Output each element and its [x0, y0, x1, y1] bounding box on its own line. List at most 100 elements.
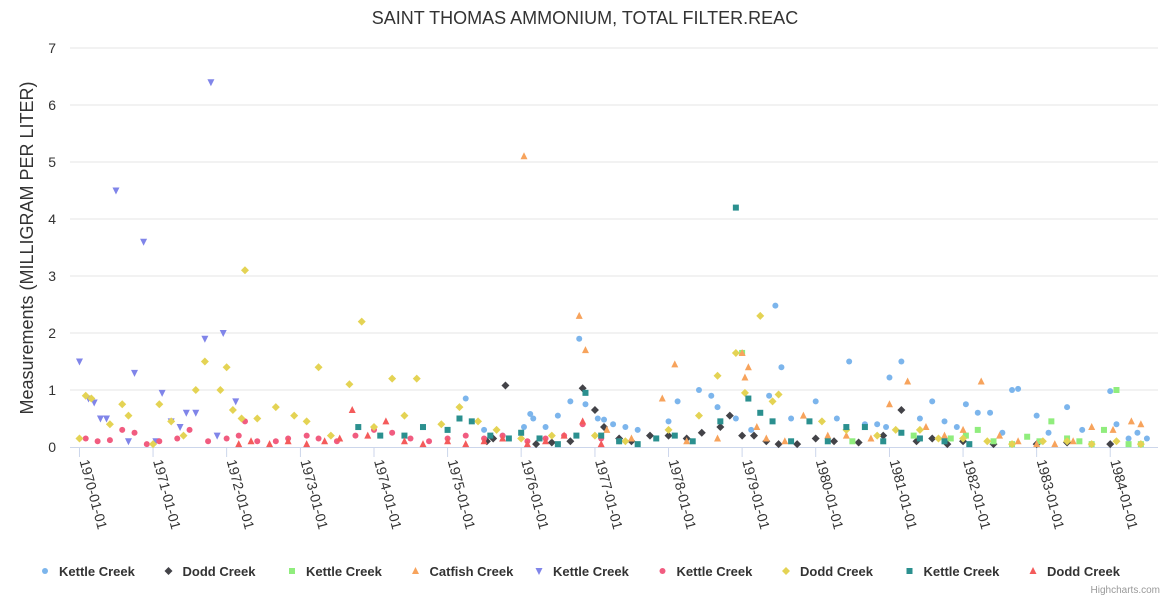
data-point[interactable]	[653, 435, 660, 442]
data-point[interactable]	[382, 417, 390, 425]
data-point[interactable]	[216, 386, 225, 394]
data-point[interactable]	[1112, 437, 1121, 446]
data-point[interactable]	[1038, 437, 1047, 446]
data-point[interactable]	[806, 418, 813, 425]
data-point[interactable]	[601, 416, 608, 423]
data-point[interactable]	[444, 426, 451, 433]
data-point[interactable]	[505, 435, 512, 442]
data-point[interactable]	[1137, 420, 1145, 428]
data-point[interactable]	[708, 392, 715, 399]
data-point[interactable]	[302, 417, 311, 426]
data-point[interactable]	[867, 434, 875, 442]
data-point[interactable]	[658, 394, 666, 402]
data-point[interactable]	[1014, 437, 1022, 445]
data-point[interactable]	[131, 369, 139, 377]
data-point[interactable]	[266, 440, 274, 448]
data-point[interactable]	[303, 440, 311, 448]
data-point[interactable]	[590, 405, 599, 414]
data-point[interactable]	[419, 440, 427, 448]
data-point[interactable]	[842, 431, 850, 439]
data-point[interactable]	[566, 437, 575, 446]
data-point[interactable]	[725, 411, 734, 420]
legend-item[interactable]: Dodd Creek	[782, 564, 874, 579]
data-point[interactable]	[240, 266, 249, 275]
data-point[interactable]	[833, 415, 840, 422]
data-point[interactable]	[1106, 440, 1115, 449]
data-point[interactable]	[897, 405, 906, 414]
data-point[interactable]	[284, 437, 292, 445]
data-point[interactable]	[575, 311, 583, 319]
data-point[interactable]	[824, 438, 831, 445]
data-point[interactable]	[695, 387, 702, 393]
data-point[interactable]	[1051, 440, 1059, 448]
data-point[interactable]	[778, 364, 785, 371]
data-point[interactable]	[714, 434, 722, 442]
data-point[interactable]	[176, 424, 184, 432]
data-point[interactable]	[401, 432, 408, 439]
data-point[interactable]	[772, 302, 779, 309]
data-point[interactable]	[683, 437, 691, 445]
data-point[interactable]	[271, 403, 280, 412]
data-point[interactable]	[186, 426, 193, 433]
data-point[interactable]	[542, 437, 550, 445]
data-point[interactable]	[272, 438, 279, 445]
data-point[interactable]	[254, 438, 261, 445]
data-point[interactable]	[941, 431, 949, 439]
data-point[interactable]	[517, 434, 526, 443]
data-point[interactable]	[974, 409, 981, 416]
data-point[interactable]	[616, 438, 623, 445]
data-point[interactable]	[547, 438, 556, 447]
data-point[interactable]	[1107, 388, 1114, 395]
data-point[interactable]	[824, 431, 832, 439]
data-point[interactable]	[768, 397, 777, 406]
data-point[interactable]	[1064, 404, 1071, 411]
legend-item[interactable]: Kettle Creek	[906, 564, 1001, 579]
data-point[interactable]	[96, 415, 104, 423]
data-point[interactable]	[1127, 417, 1135, 425]
data-point[interactable]	[377, 432, 384, 439]
data-point[interactable]	[253, 414, 262, 423]
data-point[interactable]	[603, 425, 611, 433]
data-point[interactable]	[119, 426, 126, 433]
data-point[interactable]	[1125, 435, 1132, 442]
data-point[interactable]	[112, 187, 120, 195]
data-point[interactable]	[769, 418, 776, 425]
legend-item[interactable]: Dodd Creek	[164, 564, 257, 579]
data-point[interactable]	[996, 431, 1004, 439]
data-point[interactable]	[219, 330, 227, 337]
data-point[interactable]	[573, 432, 580, 439]
data-point[interactable]	[228, 405, 237, 414]
data-point[interactable]	[370, 423, 379, 432]
data-point[interactable]	[520, 152, 528, 160]
data-point[interactable]	[885, 400, 893, 408]
data-point[interactable]	[582, 389, 589, 396]
data-point[interactable]	[873, 431, 882, 440]
data-point[interactable]	[102, 415, 110, 423]
data-point[interactable]	[1015, 385, 1022, 392]
data-point[interactable]	[207, 79, 215, 87]
data-point[interactable]	[1143, 435, 1150, 442]
data-point[interactable]	[941, 438, 948, 445]
data-point[interactable]	[124, 411, 133, 420]
data-point[interactable]	[990, 438, 997, 445]
data-point[interactable]	[915, 425, 924, 434]
data-point[interactable]	[303, 432, 310, 439]
data-point[interactable]	[481, 426, 488, 433]
data-point[interactable]	[492, 425, 501, 434]
data-point[interactable]	[750, 431, 759, 440]
data-point[interactable]	[762, 434, 770, 442]
data-point[interactable]	[977, 377, 985, 385]
data-point[interactable]	[547, 431, 556, 440]
data-point[interactable]	[355, 424, 362, 431]
data-point[interactable]	[237, 414, 246, 423]
data-point[interactable]	[518, 429, 525, 436]
data-point[interactable]	[941, 418, 948, 425]
data-point[interactable]	[527, 410, 534, 417]
data-point[interactable]	[523, 440, 531, 448]
data-point[interactable]	[400, 437, 408, 445]
data-point[interactable]	[744, 363, 752, 371]
data-point[interactable]	[468, 418, 475, 425]
data-point[interactable]	[922, 423, 930, 431]
data-point[interactable]	[665, 418, 672, 425]
data-point[interactable]	[1033, 440, 1041, 448]
